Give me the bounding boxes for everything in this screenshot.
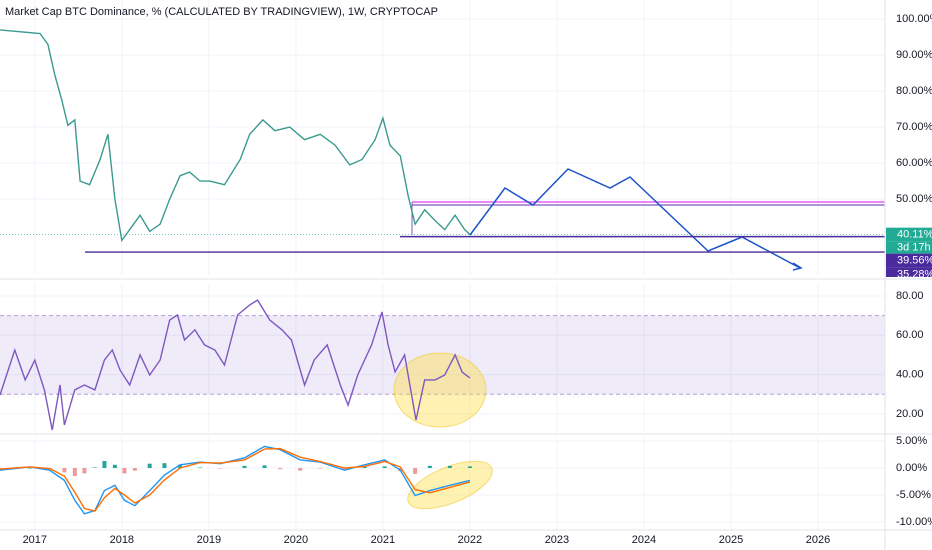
background [0, 0, 885, 530]
x-tick-label: 2020 [284, 534, 308, 546]
level-badge-label: 39.56% [897, 255, 932, 267]
histogram-bar [342, 468, 347, 471]
x-tick-label: 2018 [110, 534, 134, 546]
histogram-bar [132, 468, 137, 471]
price-badge [886, 227, 932, 242]
x-tick-label: 2024 [632, 534, 656, 546]
y-tick-label: 40.00 [896, 369, 924, 381]
histogram-bar [27, 468, 32, 469]
y-tick-label: 60.00 [896, 329, 924, 341]
histogram-bar [82, 468, 87, 474]
line-series [0, 29, 471, 243]
histogram-bar [278, 468, 283, 470]
histogram-bar [262, 465, 267, 468]
y-tick-label: 0.00% [896, 462, 927, 474]
histogram-bar [178, 464, 183, 468]
histogram-bar [427, 465, 432, 468]
level-badge-label: 35.28% [897, 269, 932, 281]
x-tick-label: 2017 [23, 534, 47, 546]
histogram-bar [242, 465, 247, 468]
x-tick-label: 2026 [806, 534, 830, 546]
histogram-bar [362, 466, 367, 468]
x-tick-label: 2025 [719, 534, 743, 546]
histogram-bar [147, 463, 152, 468]
y-tick-label: 5.00% [896, 435, 927, 447]
level-badge [886, 253, 932, 268]
x-tick-label: 2021 [371, 534, 395, 546]
histogram-bar [62, 468, 67, 473]
price-badge-label: 40.11% [897, 229, 932, 241]
histogram-bar [162, 463, 167, 468]
y-tick-label: 50.00% [896, 193, 932, 205]
projection-path [469, 168, 801, 269]
x-tick-label: 2019 [197, 534, 221, 546]
countdown-badge [886, 241, 932, 254]
pane [0, 445, 472, 515]
histogram-bar [467, 466, 472, 468]
chart-title: Market Cap BTC Dominance, % (CALCULATED … [5, 6, 438, 18]
y-tick-label: 80.00% [896, 85, 932, 97]
y-tick-label: 100.00% [896, 13, 932, 25]
y-tick-label: -10.00% [896, 516, 932, 528]
line-series [0, 445, 471, 515]
histogram-bar [92, 467, 97, 468]
rsi-band [0, 315, 885, 395]
histogram-bar [112, 464, 117, 468]
histogram-bar [198, 467, 203, 468]
line-series [0, 299, 471, 431]
arrow-head [792, 262, 803, 271]
x-tick-label: 2023 [545, 534, 569, 546]
histogram-bar [298, 468, 303, 471]
y-tick-label: 60.00% [896, 157, 932, 169]
y-tick-label: 70.00% [896, 121, 932, 133]
level-badge [886, 267, 932, 277]
countdown-label: 3d 17h [897, 242, 931, 254]
x-tick-label: 2022 [458, 534, 482, 546]
y-tick-label: 90.00% [896, 49, 932, 61]
y-tick-label: 20.00 [896, 408, 924, 420]
histogram-bar [318, 468, 323, 469]
histogram-bar [218, 468, 223, 469]
pane [0, 299, 471, 431]
y-tick-label: -5.00% [896, 489, 931, 501]
histogram-bar [413, 468, 418, 474]
histogram-bar [382, 466, 387, 468]
line-series [0, 447, 471, 512]
histogram-bar [447, 465, 452, 468]
histogram-bar [122, 468, 127, 474]
y-tick-label: 80.00 [896, 290, 924, 302]
histogram-bar [102, 460, 107, 468]
histogram-bar [72, 468, 77, 477]
highlight-ellipse [393, 352, 487, 428]
